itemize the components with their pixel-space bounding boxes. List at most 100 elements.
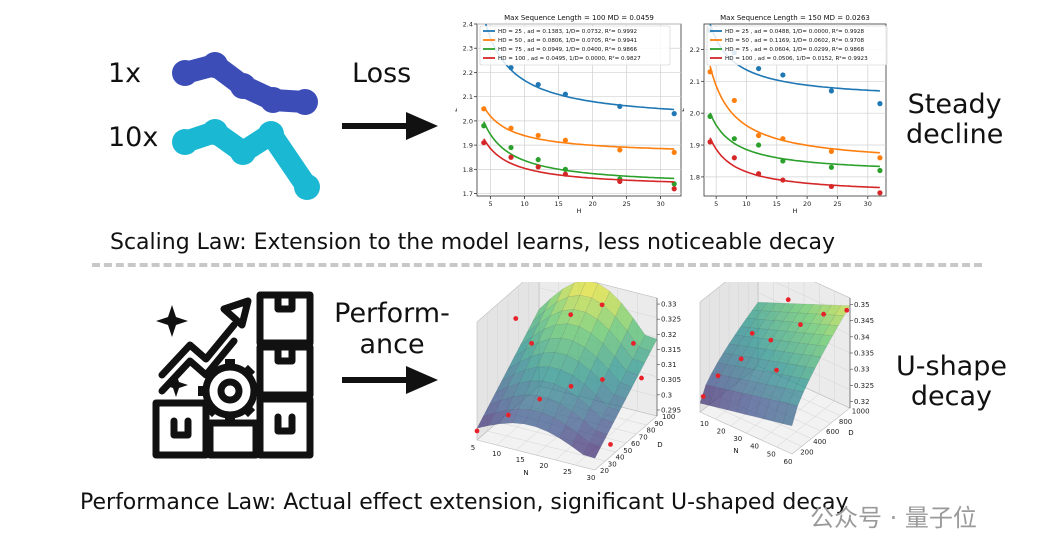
surface-patch: [613, 382, 633, 399]
tick-label-d: 400: [813, 438, 826, 446]
tick-label-n: 30: [587, 474, 596, 482]
tick-label-x: 30: [864, 200, 872, 208]
loss-arrow-icon: [342, 112, 438, 140]
tick-label-y: 2.2: [463, 69, 473, 77]
u-shape-line2: decay: [910, 381, 993, 412]
tick-label-n: 10: [492, 450, 501, 458]
label-10x: 10x: [108, 122, 159, 153]
tick-label-n: 5: [471, 444, 475, 452]
data-point-series-2: [562, 137, 568, 143]
tick-label-x: 10: [742, 200, 750, 208]
tick-label-z: 0.315: [661, 346, 681, 354]
tick-label-n: 20: [539, 462, 548, 470]
surface-patch: [782, 403, 798, 427]
y-axis-label: L: [455, 108, 459, 112]
tick-label-z: 0.325: [661, 316, 681, 324]
measured-point: [715, 373, 721, 379]
data-point-series-4: [671, 186, 677, 192]
surface-patch: [601, 406, 621, 423]
performance-label-line2: ance: [359, 329, 425, 360]
axis-label-n: N: [733, 447, 738, 455]
trend-dot-10x: [172, 129, 198, 155]
loss-arrow-label: Loss: [352, 58, 412, 89]
section-divider: [92, 263, 982, 267]
surface-patch: [595, 418, 614, 435]
fit-curve-series-1: [484, 24, 675, 111]
measured-point: [785, 297, 791, 303]
u-shape-decay-label: U-shape decay: [896, 352, 1007, 412]
tick-label-z: 0.35: [854, 301, 870, 309]
measured-point: [798, 322, 803, 328]
measured-point: [639, 375, 644, 381]
surface-mesh: [476, 282, 658, 459]
tick-label-n: 25: [563, 468, 572, 476]
trend-lines-illustration: [172, 52, 320, 200]
data-point-series-4: [481, 140, 487, 146]
tick-label-z: 0.345: [854, 317, 874, 325]
data-point-series-4: [828, 183, 834, 190]
tick-label-y: 2.0: [463, 117, 473, 125]
trend-dot-1x: [202, 52, 228, 78]
data-point-series-2: [535, 132, 541, 139]
surface-patch: [607, 394, 627, 411]
performance-arrow-icon: [342, 366, 438, 394]
scaling-law-caption: Scaling Law: Extension to the model lear…: [110, 230, 835, 255]
u-shape-line1: U-shape: [896, 351, 1007, 382]
tick-label-d: 800: [839, 418, 852, 426]
tick-label-n: 30: [733, 435, 742, 443]
performance-arrow-label: Perform- ance: [332, 298, 452, 360]
tick-label-z: 0.33: [661, 301, 677, 309]
tick-label-y: 2.1: [690, 78, 700, 86]
measured-point: [505, 412, 511, 418]
trend-dot-1x: [230, 73, 256, 99]
watermark-text: 公众号 · 量子位: [810, 504, 977, 532]
tick-label-y: 2.4: [463, 21, 473, 29]
steady-decline-line2: decline: [906, 119, 1004, 150]
measured-point: [821, 311, 827, 317]
measured-point: [513, 316, 519, 321]
measured-point: [768, 337, 774, 343]
tick-label-y: 1.7: [463, 190, 473, 198]
tick-label-z: 0.31: [661, 361, 677, 369]
tick-label-x: 20: [803, 200, 811, 208]
tick-label-z: 0.305: [661, 376, 681, 384]
data-point-series-4: [617, 178, 623, 185]
measured-point: [599, 302, 605, 308]
tick-label-x: 15: [773, 200, 781, 208]
data-point-series-2: [508, 125, 514, 131]
tick-label-x: 25: [833, 200, 841, 208]
tick-label-n: 15: [516, 456, 525, 464]
data-point-series-3: [780, 158, 786, 164]
data-point-series-2: [780, 136, 786, 142]
data-point-series-1: [508, 65, 514, 71]
tick-label-d: 50: [623, 447, 632, 455]
surface-patch: [626, 358, 645, 376]
axis-label-d: D: [848, 429, 853, 437]
measured-point: [600, 377, 605, 382]
tick-label-z: 0.325: [854, 382, 874, 390]
tick-label-z: 0.32: [661, 331, 677, 339]
tick-label-n: 20: [717, 427, 726, 435]
tick-label-y: 2.1: [463, 93, 473, 101]
series-group: [707, 24, 883, 196]
series-group: [481, 24, 677, 192]
x-axis-label: H: [793, 207, 798, 214]
measured-point: [474, 428, 480, 434]
chart-title: Max Sequence Length = 150 MD = 0.0263: [720, 14, 870, 22]
tick-label-n: 40: [750, 443, 759, 451]
trend-dot-1x: [172, 60, 198, 86]
axis-label-d: D: [657, 441, 662, 449]
data-point-series-3: [707, 113, 713, 119]
data-point-series-2: [707, 69, 713, 75]
fit-curve-series-2: [483, 106, 675, 150]
data-point-series-3: [877, 167, 883, 174]
tick-label-d: 20: [600, 467, 609, 475]
tick-label-x: 10: [520, 200, 528, 208]
tick-label-x: 25: [622, 200, 630, 208]
data-point-series-1: [617, 103, 623, 109]
measured-point: [537, 396, 543, 402]
data-point-series-3: [756, 142, 762, 148]
tick-label-y: 1.8: [463, 166, 473, 174]
data-point-series-3: [828, 164, 834, 170]
steady-decline-label: Steady decline: [906, 90, 1003, 150]
